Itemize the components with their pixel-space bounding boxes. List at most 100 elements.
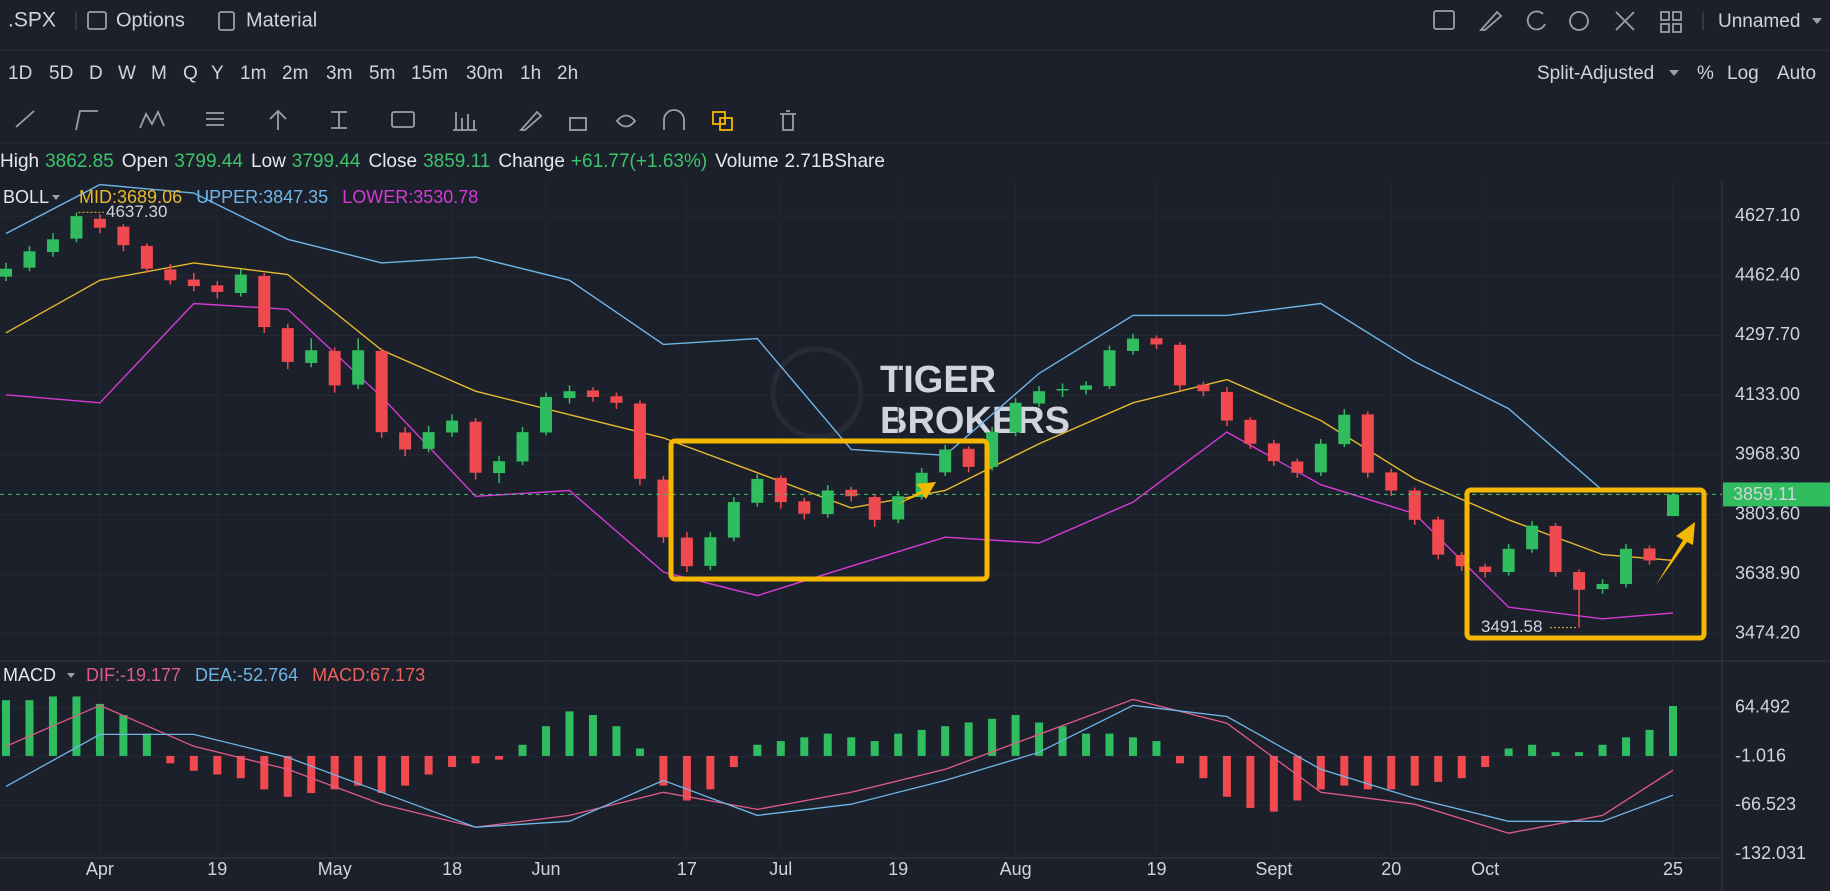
tool[interactable]	[75, 110, 98, 131]
candle-body	[1573, 572, 1586, 590]
dropdown-arrow	[1669, 70, 1679, 76]
period-button[interactable]: 1m	[240, 63, 266, 84]
quote-value: 3799.44	[292, 151, 361, 172]
tool[interactable]	[139, 109, 165, 129]
tool[interactable]	[391, 111, 415, 128]
macd-bar	[988, 718, 997, 756]
tool[interactable]	[569, 117, 587, 131]
period-button[interactable]: 5m	[369, 63, 395, 84]
percent-toggle[interactable]: %	[1697, 63, 1714, 84]
macd-bar	[283, 755, 292, 797]
auto-toggle[interactable]: Auto	[1777, 63, 1816, 84]
candle-body	[1220, 391, 1233, 421]
period-button[interactable]: Q	[183, 63, 198, 84]
candle-body	[1056, 389, 1069, 391]
adjust-mode[interactable]: Split-Adjusted	[1537, 63, 1654, 84]
tool[interactable]	[780, 110, 796, 131]
macd-bar	[1340, 755, 1349, 786]
y-tick-label: 4462.40	[1735, 265, 1800, 285]
candle-body	[93, 218, 106, 228]
macd-bar	[1575, 752, 1584, 756]
macd-bar	[307, 755, 316, 794]
tool[interactable]	[15, 110, 35, 128]
dropdown-arrow	[67, 673, 75, 678]
tool[interactable]	[206, 112, 224, 126]
candle-body	[1432, 519, 1445, 555]
tool[interactable]	[269, 109, 287, 130]
macd-bar	[354, 755, 363, 786]
candle-body	[1479, 566, 1492, 573]
highlight-box	[1464, 487, 1707, 641]
candle-body	[798, 501, 811, 514]
macd-bar	[1222, 755, 1231, 797]
macd-bar	[612, 726, 621, 756]
highlight-box	[668, 438, 990, 582]
quote-value: 3859.11	[423, 151, 490, 172]
indicator-name: BOLL	[3, 187, 49, 207]
tool[interactable]	[663, 109, 685, 130]
macd-bar	[1128, 737, 1137, 756]
watermark: TIGER	[880, 359, 996, 401]
period-button[interactable]: 3m	[326, 63, 352, 84]
quote-label: Volume	[715, 151, 778, 172]
x-tick-label: Aug	[1000, 859, 1032, 879]
icon[interactable]	[1433, 10, 1455, 30]
tab[interactable]: Material	[246, 9, 317, 31]
candle-body	[939, 449, 952, 473]
icon[interactable]	[1478, 10, 1503, 31]
symbol[interactable]: .SPX	[8, 9, 56, 32]
period-button[interactable]: W	[118, 63, 136, 84]
x-tick-label: 19	[888, 859, 908, 879]
candle-body	[281, 328, 294, 362]
period-button[interactable]: 2h	[557, 63, 578, 84]
macd-bar	[377, 755, 386, 794]
period-button[interactable]: 30m	[466, 63, 503, 84]
macd-bar	[800, 737, 809, 756]
layout-name[interactable]: Unnamed	[1718, 11, 1800, 32]
period-button[interactable]: 5D	[49, 63, 73, 84]
macd-bar	[870, 741, 879, 756]
candle-body	[46, 239, 59, 253]
icon[interactable]	[1569, 11, 1589, 31]
log-toggle[interactable]: Log	[1727, 63, 1759, 84]
dropdown-arrow	[52, 195, 60, 200]
last-price-label: 3859.11	[1733, 484, 1797, 504]
x-tick-label: Oct	[1471, 859, 1499, 879]
macd-bar	[330, 755, 339, 790]
tool[interactable]	[518, 110, 543, 131]
period-button[interactable]: Y	[211, 63, 224, 84]
macd-bar	[166, 755, 175, 764]
period-button[interactable]: 2m	[282, 63, 308, 84]
tool[interactable]	[331, 111, 347, 129]
x-tick-label: 19	[1146, 859, 1166, 879]
macd-bar	[1082, 733, 1091, 756]
macd-bar	[1434, 755, 1443, 782]
macd-bar	[542, 726, 551, 756]
icon[interactable]	[1660, 11, 1682, 33]
arrow	[1656, 522, 1695, 585]
tool[interactable]	[615, 114, 637, 128]
candle-body	[657, 479, 670, 538]
x-tick-label: Apr	[86, 859, 114, 879]
candle-body	[23, 251, 36, 268]
period-button[interactable]: D	[89, 63, 103, 84]
y-tick-label: 3968.30	[1735, 444, 1800, 464]
y-tick-label: -132.031	[1735, 843, 1806, 863]
candle-body	[1526, 525, 1539, 550]
macd-bar	[1598, 744, 1607, 756]
tool-active[interactable]	[719, 117, 733, 131]
period-button[interactable]: 15m	[411, 63, 448, 84]
indicator-value: DEA:-52.764	[195, 665, 298, 685]
macd-bar	[2, 700, 10, 756]
tool[interactable]	[453, 112, 477, 131]
period-button[interactable]: 1h	[520, 63, 541, 84]
quote-value: 3862.85	[45, 151, 114, 172]
period-button[interactable]: 1D	[8, 63, 32, 84]
icon[interactable]	[1526, 10, 1546, 31]
period-button[interactable]: M	[151, 63, 167, 84]
candle-body	[610, 396, 623, 403]
candle-body	[1197, 384, 1210, 392]
macd-bar	[1622, 737, 1631, 756]
tab[interactable]: Options	[116, 9, 185, 31]
icon[interactable]	[1615, 11, 1635, 31]
